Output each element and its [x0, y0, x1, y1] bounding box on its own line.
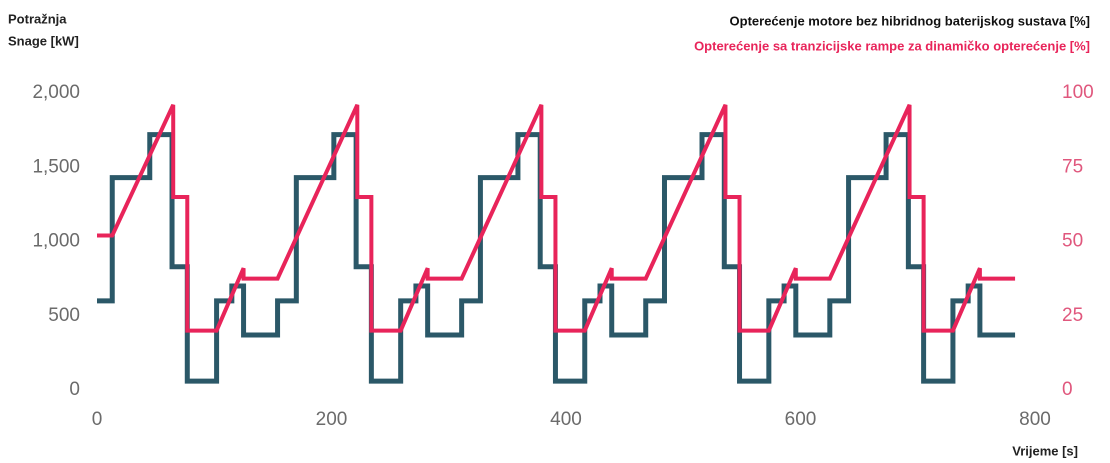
- x-tick-label: 600: [785, 409, 817, 430]
- y2-tick-label: 75: [1062, 156, 1083, 177]
- y2-tick-label: 50: [1062, 231, 1083, 252]
- y-axis-label: Snage [kW]: [8, 33, 79, 48]
- y-tick-label: 1,000: [32, 231, 80, 252]
- x-tick-label: 200: [316, 409, 348, 430]
- series-line: [97, 104, 1016, 333]
- x-tick-label: 800: [1019, 409, 1051, 430]
- y-tick-label: 500: [48, 305, 80, 326]
- legend-entry: Opterećenje motore bez hibridnog baterij…: [730, 13, 1090, 28]
- y-tick-label: 2,000: [32, 82, 80, 103]
- y2-tick-label: 0: [1062, 379, 1073, 400]
- x-tick-label: 0: [92, 409, 103, 430]
- y-axis-label: Potražnja: [8, 11, 67, 26]
- y2-tick-label: 100: [1062, 82, 1094, 103]
- y-tick-label: 1,500: [32, 156, 80, 177]
- y-tick-label: 0: [69, 379, 80, 400]
- y2-tick-label: 25: [1062, 305, 1083, 326]
- legend-entry: Opterećenje sa tranzicijske rampe za din…: [694, 38, 1090, 53]
- x-tick-label: 400: [550, 409, 582, 430]
- x-axis-label: Vrijeme [s]: [1012, 443, 1078, 458]
